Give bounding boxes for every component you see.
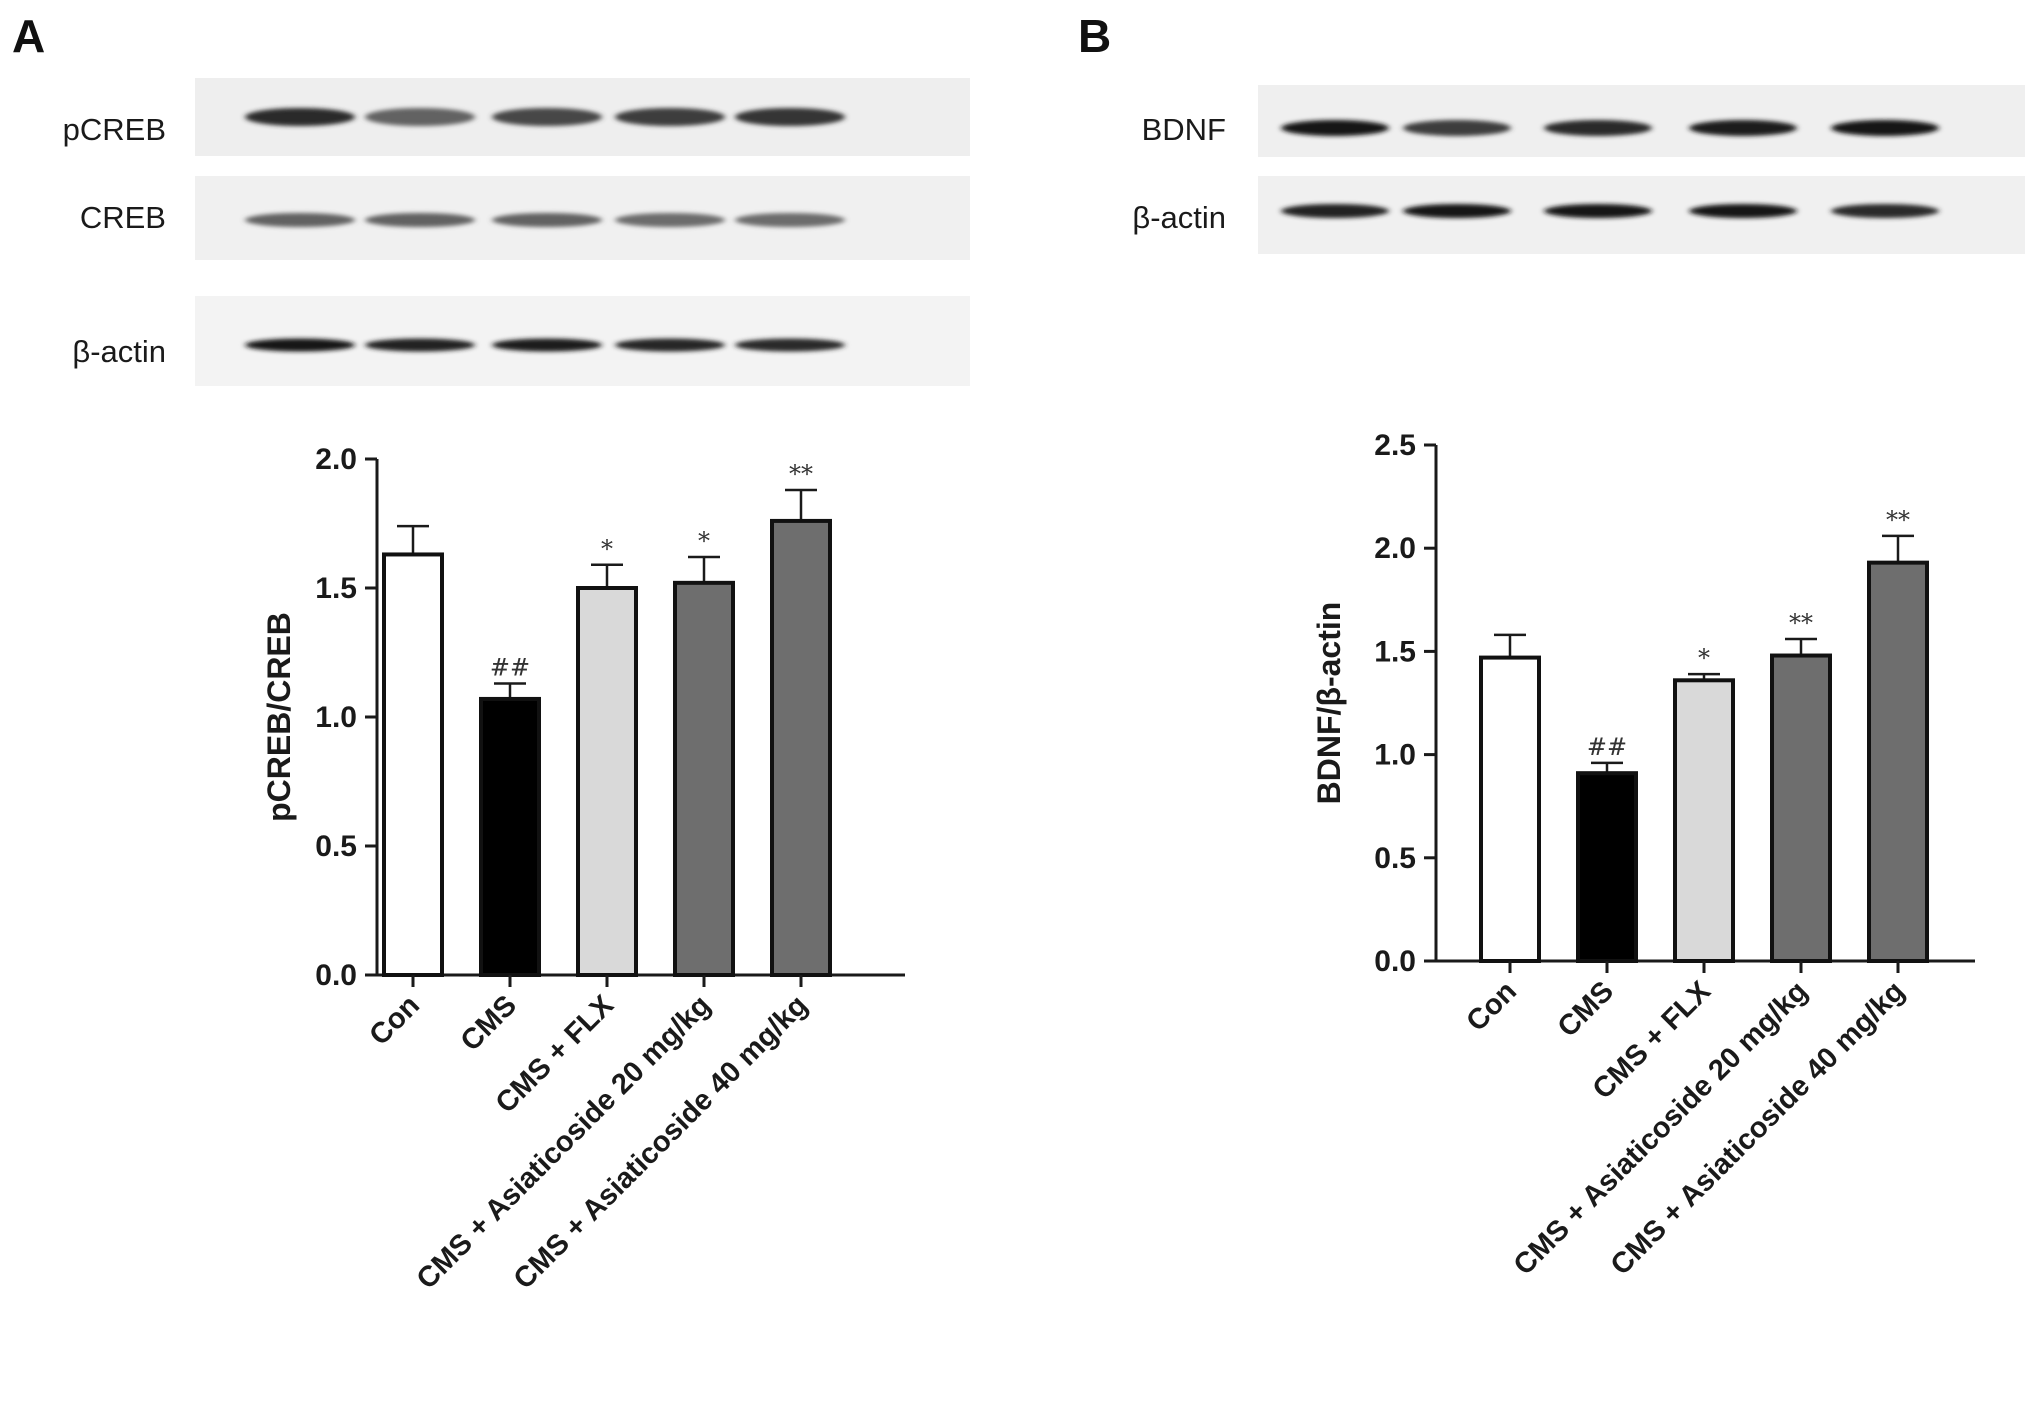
chart-b-bar-3 (1673, 678, 1735, 964)
blot-band-actin-b-4 (1689, 204, 1797, 218)
blot-band-bdnf-1 (1281, 120, 1389, 136)
chart-a-bar-1 (382, 552, 444, 978)
chart-b-significance-label: ## (1587, 733, 1627, 761)
chart-b-y-tick-label: 1.5 (1374, 635, 1416, 668)
blot-label-bdnf: BDNF (1142, 112, 1226, 147)
chart-a-bar-5 (770, 518, 832, 977)
chart-a-category-label: Con (363, 989, 425, 1051)
chart-b-bar-5 (1867, 560, 1929, 963)
blot-band-actin-a-4 (615, 338, 725, 352)
chart-b-bar-2 (1576, 771, 1638, 964)
blot-band-actin-b-1 (1281, 204, 1389, 218)
blot-band-pcreb-2 (365, 108, 475, 126)
blot-label-actin-b: β-actin (1132, 200, 1226, 235)
chart-a-y-tick-label: 0.5 (315, 830, 357, 863)
panel-letter-a: A (12, 10, 45, 62)
chart-a-significance-label: * (601, 535, 613, 563)
chart-b-y-axis-title: BDNF/β-actin (1311, 602, 1347, 805)
blot-band-creb-5 (735, 213, 845, 227)
blot-label-creb: CREB (80, 200, 166, 235)
blot-band-bdnf-3 (1544, 120, 1652, 136)
bar-chart-b: 0.00.51.01.52.02.5BDNF/β-actinCon##CMS*C… (1311, 429, 1975, 1282)
chart-a-y-tick-label: 1.5 (315, 572, 357, 605)
blot-band-pcreb-4 (615, 108, 725, 126)
western-blot-a: pCREB CREB β-actin (63, 78, 970, 386)
chart-b-significance-label: * (1698, 644, 1710, 672)
chart-a-y-axis-title: pCREB/CREB (261, 612, 297, 822)
blot-band-creb-3 (492, 213, 602, 227)
chart-b-category-label: CMS (1552, 975, 1620, 1043)
chart-b-category-label: Con (1460, 975, 1522, 1037)
blot-band-creb-1 (245, 213, 355, 227)
blot-bands-a (245, 108, 845, 352)
blot-band-actin-b-2 (1403, 204, 1511, 218)
blot-band-actin-a-5 (735, 338, 845, 352)
chart-a-y-tick-label: 1.0 (315, 701, 357, 734)
chart-b-y-tick-label: 0.5 (1374, 842, 1416, 875)
chart-a-bar-2 (479, 696, 541, 977)
chart-a-significance-label: ## (490, 653, 530, 681)
blot-band-actin-b-5 (1831, 204, 1939, 218)
blot-band-pcreb-1 (245, 108, 355, 126)
chart-b-y-tick-label: 2.0 (1374, 532, 1416, 565)
chart-a-y-tick-label: 0.0 (315, 959, 357, 992)
blot-band-creb-2 (365, 213, 475, 227)
blot-band-bdnf-4 (1689, 120, 1797, 136)
blot-band-creb-4 (615, 213, 725, 227)
chart-a-significance-label: ** (789, 460, 813, 488)
blot-label-pcreb: pCREB (63, 112, 166, 147)
chart-b-bar-1 (1479, 655, 1541, 963)
chart-b-y-tick-label: 2.5 (1374, 429, 1416, 462)
chart-a-bar-3 (576, 586, 638, 977)
chart-b-significance-label: ** (1886, 506, 1910, 534)
western-blot-b: BDNF β-actin (1132, 85, 2025, 254)
chart-b-y-tick-label: 0.0 (1374, 945, 1416, 978)
blot-band-actin-b-3 (1544, 204, 1652, 218)
chart-a-significance-label: * (698, 527, 710, 555)
blot-band-actin-a-3 (492, 338, 602, 352)
blot-band-bdnf-2 (1403, 120, 1511, 136)
chart-b-y-tick-label: 1.0 (1374, 739, 1416, 772)
blot-band-actin-a-1 (245, 338, 355, 352)
blot-band-pcreb-5 (735, 108, 845, 126)
blot-label-actin-a: β-actin (72, 334, 166, 369)
blot-bands-b (1281, 120, 1939, 218)
chart-b-significance-label: ** (1789, 609, 1813, 637)
panel-letter-b: B (1078, 10, 1111, 62)
chart-a-category-label: CMS (455, 989, 523, 1057)
blot-band-bdnf-5 (1831, 120, 1939, 136)
blot-band-actin-a-2 (365, 338, 475, 352)
chart-a-y-tick-label: 2.0 (315, 443, 357, 476)
chart-b-bar-4 (1770, 653, 1832, 963)
blot-band-pcreb-3 (492, 108, 602, 126)
chart-a-bar-4 (673, 580, 735, 978)
